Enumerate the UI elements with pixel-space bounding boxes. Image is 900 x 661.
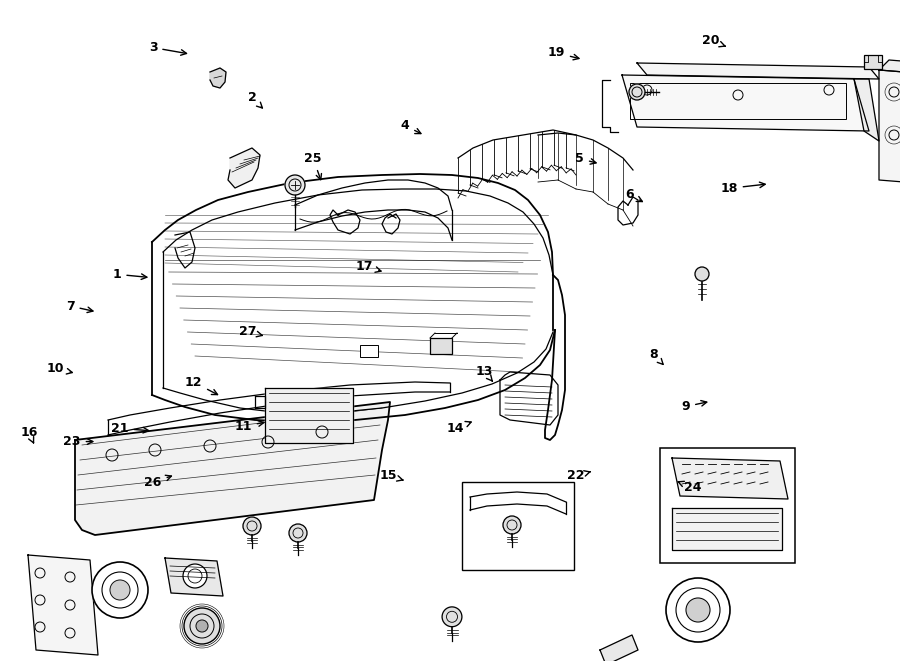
Text: 2: 2 [248,91,263,108]
Polygon shape [228,148,260,188]
Polygon shape [879,70,900,185]
Circle shape [289,524,307,542]
Text: 25: 25 [304,152,322,180]
Circle shape [629,84,645,100]
Text: 22: 22 [567,469,590,483]
Bar [360,345,378,357]
Circle shape [183,564,207,588]
Circle shape [666,578,730,642]
Polygon shape [265,388,353,443]
Text: 8: 8 [649,348,663,364]
Circle shape [442,607,462,627]
Text: 11: 11 [234,420,264,433]
Text: 13: 13 [475,365,493,381]
Text: 5: 5 [575,152,596,165]
Text: 27: 27 [238,325,263,338]
Polygon shape [854,79,879,141]
Text: 18: 18 [720,182,765,195]
Text: 12: 12 [184,375,218,395]
Polygon shape [672,508,782,550]
Bar [430,338,452,354]
Circle shape [92,562,148,618]
Text: 24: 24 [678,481,702,494]
Circle shape [695,267,709,281]
Circle shape [285,175,305,195]
Text: 23: 23 [63,435,93,448]
Text: 10: 10 [47,362,72,375]
Circle shape [243,517,261,535]
Text: 16: 16 [20,426,38,443]
Text: 1: 1 [112,268,147,281]
Text: 3: 3 [148,41,186,56]
Text: 15: 15 [380,469,403,483]
Polygon shape [210,68,226,88]
Circle shape [110,580,130,600]
Text: 14: 14 [446,422,472,435]
Bar [864,55,882,69]
Polygon shape [622,75,869,131]
Text: 19: 19 [547,46,579,60]
Text: 7: 7 [66,299,93,313]
Circle shape [503,516,521,534]
Text: 26: 26 [144,475,171,489]
Polygon shape [637,63,879,79]
Polygon shape [165,558,223,596]
Text: 20: 20 [702,34,725,48]
Text: 4: 4 [400,119,421,134]
Bar [630,83,846,119]
Bar [660,448,795,563]
Circle shape [184,608,220,644]
Polygon shape [28,555,98,655]
Polygon shape [672,458,788,499]
Circle shape [196,620,208,632]
Polygon shape [879,60,900,75]
Text: 17: 17 [356,260,381,273]
Text: 9: 9 [681,400,706,413]
Text: 6: 6 [626,188,643,202]
Bar [462,482,574,570]
Text: 21: 21 [111,422,148,435]
Polygon shape [75,402,390,535]
Circle shape [686,598,710,622]
Polygon shape [600,635,638,661]
